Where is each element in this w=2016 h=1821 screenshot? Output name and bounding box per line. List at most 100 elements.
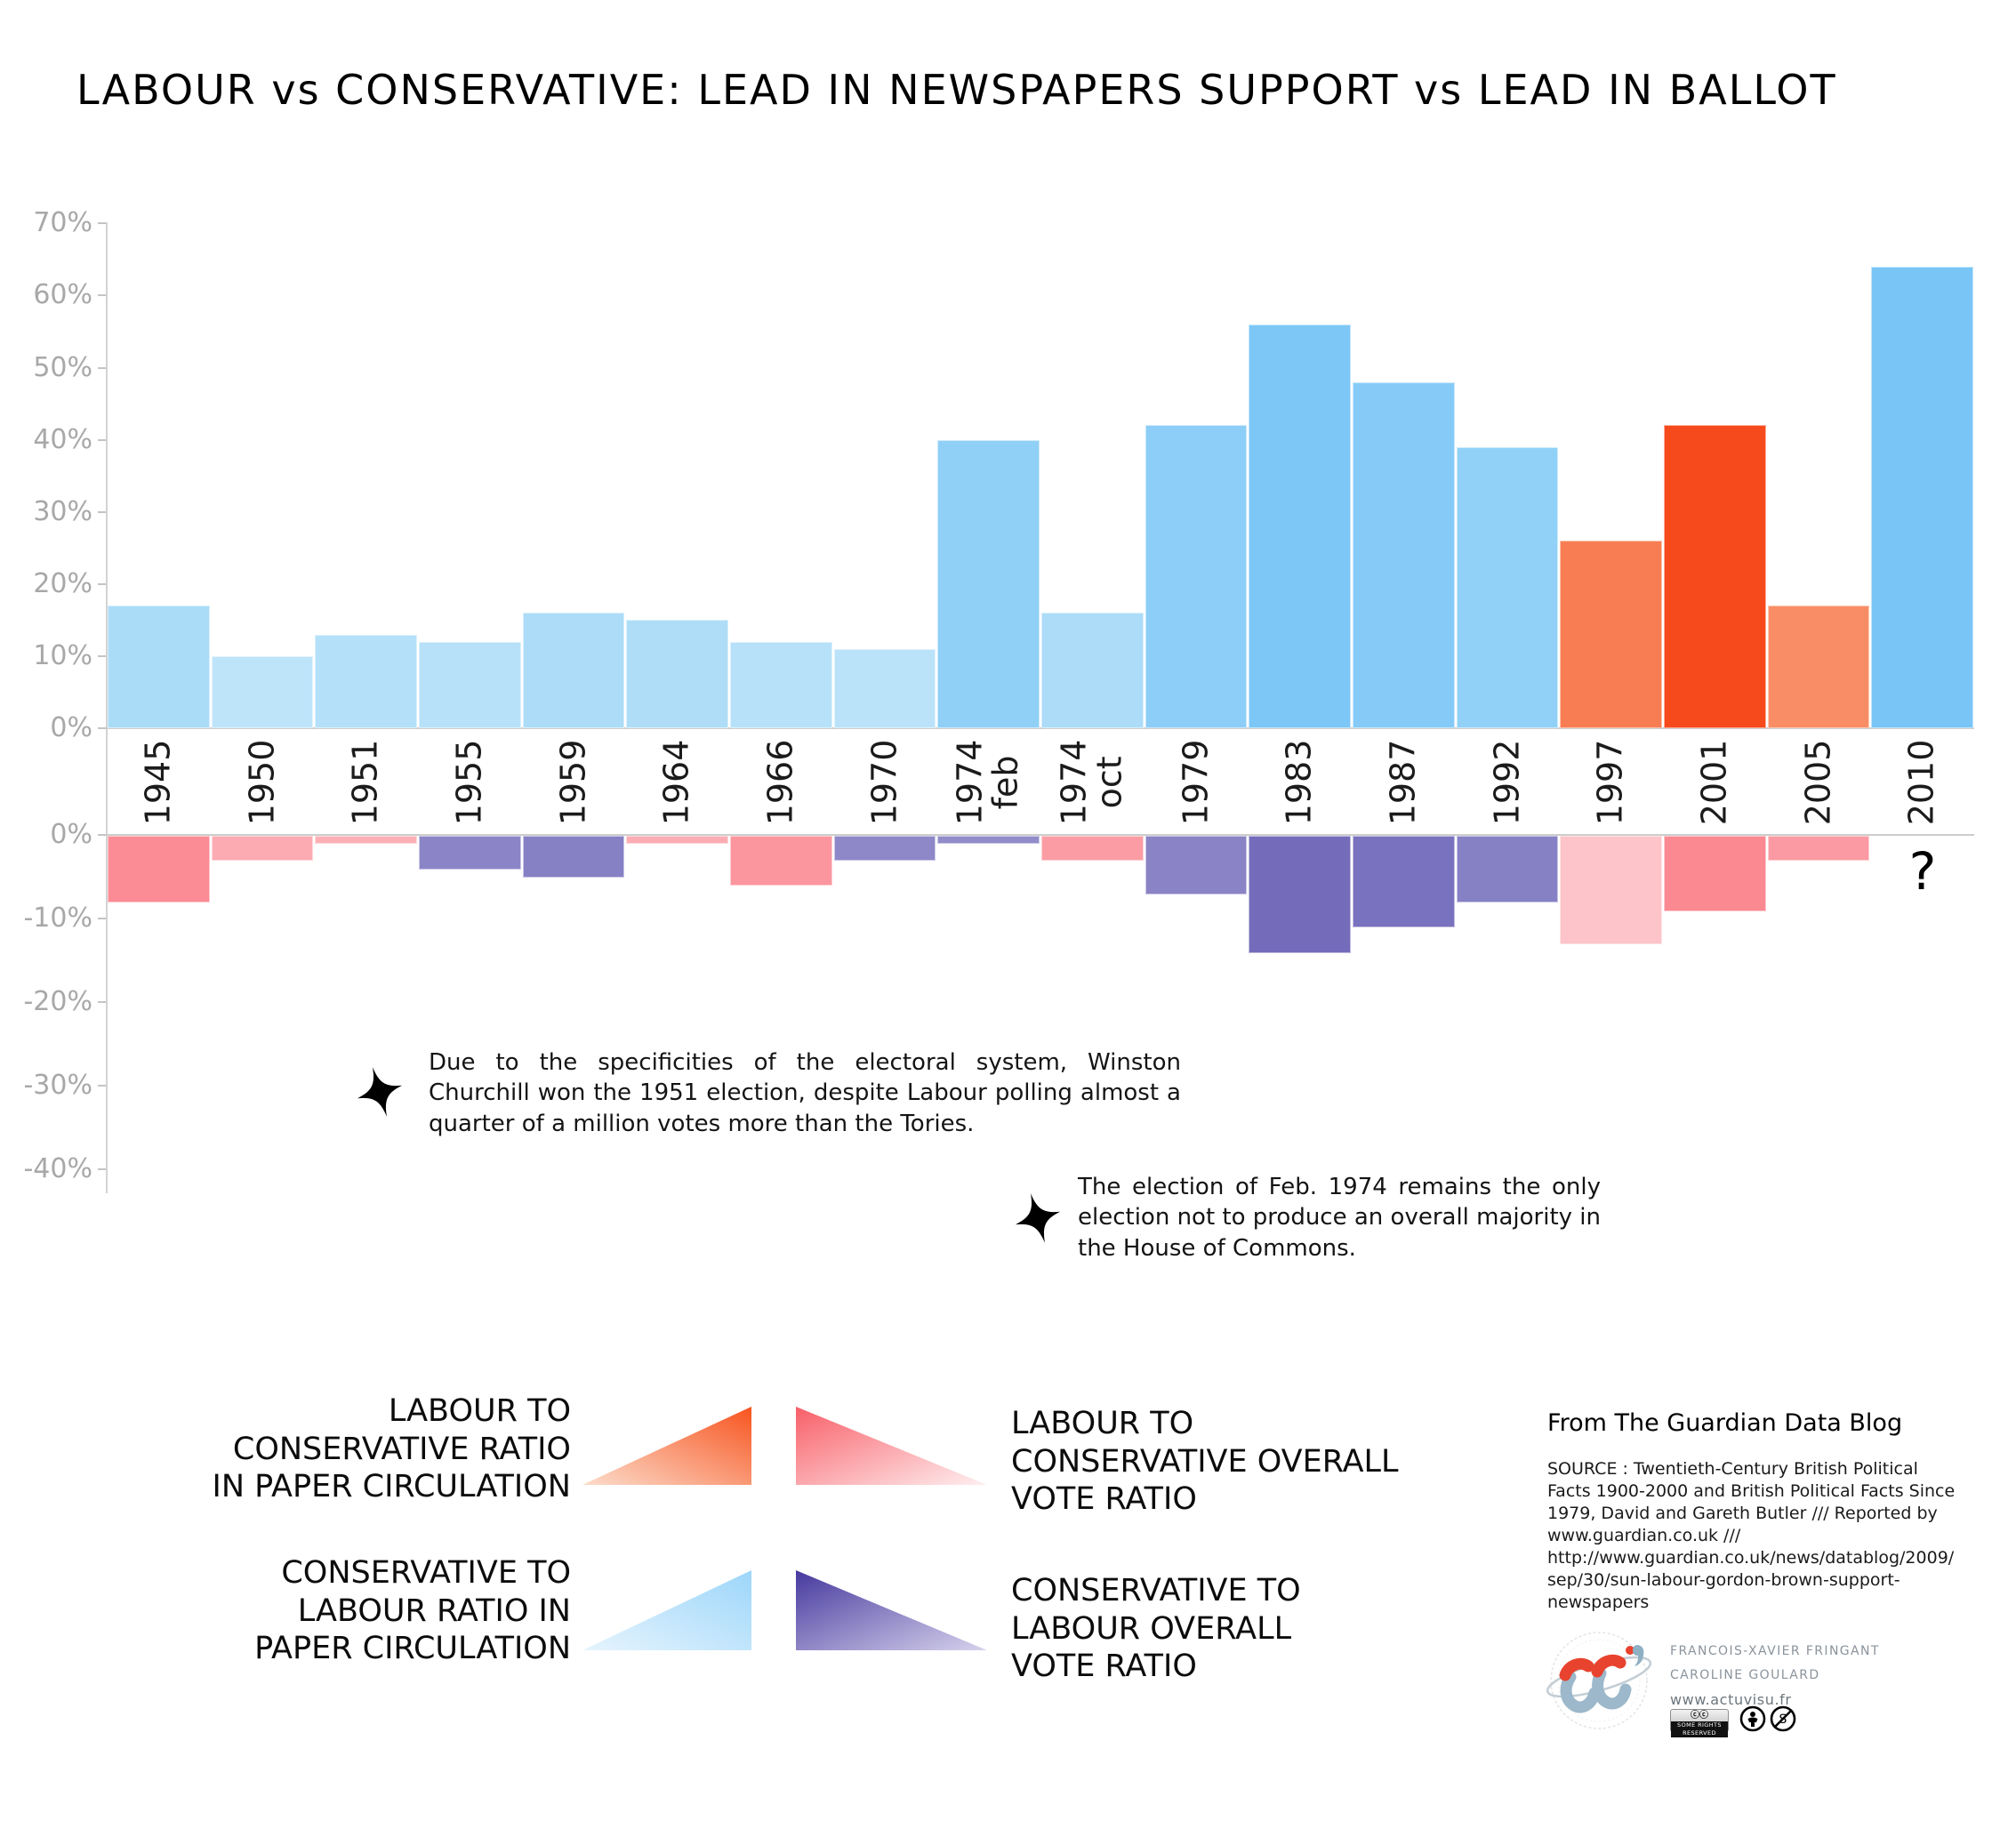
x-axis-label-1983: 1983 — [1247, 734, 1353, 830]
cc-nc-icon: S — [1770, 1705, 1796, 1732]
bar-vote-2001 — [1664, 836, 1766, 911]
x-axis-label-1974-oct: 1974 oct — [1039, 734, 1145, 830]
x-axis-label-1987: 1987 — [1350, 734, 1457, 830]
bar-vote-1983 — [1249, 836, 1351, 953]
top-zero-baseline — [106, 727, 1974, 729]
top-tick-label: 30% — [33, 495, 92, 527]
bottom-tick-label: -10% — [23, 902, 92, 934]
bar-papers-1987 — [1353, 381, 1455, 728]
top-tick-label: 50% — [33, 351, 92, 383]
x-axis-label-text: 2001 — [1694, 739, 1734, 826]
top-tick-label: 60% — [33, 279, 92, 311]
page-title: LABOUR vs CONSERVATIVE: LEAD IN NEWSPAPE… — [76, 66, 1837, 114]
x-axis-label-1997: 1997 — [1558, 734, 1665, 830]
top-tick-label: 20% — [33, 567, 92, 599]
x-axis-label-1974-feb: 1974 feb — [936, 734, 1042, 830]
credit-author-2: CAROLINE GOULARD — [1670, 1668, 1820, 1682]
x-axis-label-text: 1950 — [242, 739, 282, 826]
bottom-tick-mark — [98, 918, 106, 919]
legend-label-labour-vote: LABOUR TO CONSERVATIVE OVERALL VOTE RATI… — [1011, 1406, 1399, 1518]
attribution-source: SOURCE : Twentieth-Century British Polit… — [1547, 1459, 1956, 1613]
bar-vote-1955 — [419, 836, 521, 870]
bar-papers-1992 — [1456, 446, 1559, 728]
bar-papers-1966 — [730, 641, 832, 728]
top-tick-mark — [98, 438, 106, 441]
bar-papers-2010 — [1871, 266, 1973, 728]
bottom-tick-mark — [98, 1001, 106, 1003]
bar-papers-1974-feb — [937, 439, 1040, 728]
bar-vote-1959 — [522, 836, 625, 878]
x-axis-label-text: 1959 — [553, 739, 593, 826]
bar-papers-1979 — [1145, 425, 1248, 728]
credit-website: www.actuvisu.fr — [1670, 1691, 1792, 1708]
x-axis-label-2010: 2010 — [1869, 734, 1976, 830]
bar-vote-1945 — [108, 836, 210, 903]
bar-vote-1997 — [1560, 836, 1662, 945]
annotation-1951: Due to the specificities of the electora… — [429, 1049, 1181, 1137]
x-axis-label-text: 1970 — [864, 739, 904, 826]
bar-papers-1945 — [108, 606, 210, 728]
credit-author-1: FRANCOIS-XAVIER FRINGANT — [1670, 1644, 1880, 1658]
top-tick-mark — [98, 510, 106, 513]
x-axis-label-1970: 1970 — [831, 734, 938, 830]
legend-triangle-labour-papers — [582, 1407, 751, 1485]
legend-label-labour-papers: LABOUR TO CONSERVATIVE RATIO IN PAPER CI… — [212, 1393, 571, 1505]
x-axis-label-text: 1974 feb — [950, 739, 1025, 826]
x-axis-label-1966: 1966 — [727, 734, 834, 830]
legend-triangle-conservative-vote — [796, 1570, 987, 1650]
x-axis-label-1959: 1959 — [520, 734, 627, 830]
x-axis-label-text: 1997 — [1590, 739, 1630, 826]
actuvisu-logo — [1546, 1632, 1652, 1729]
x-axis-label-text: 1955 — [449, 739, 489, 826]
x-axis-label-2001: 2001 — [1661, 734, 1768, 830]
bottom-tick-label: 0% — [50, 819, 92, 850]
bar-papers-1970 — [833, 648, 936, 728]
credits-block: FRANCOIS-XAVIER FRINGANT CAROLINE GOULAR… — [1670, 1640, 1990, 1712]
bar-papers-1959 — [522, 613, 625, 728]
bar-vote-1964 — [626, 836, 728, 845]
legend-label-conservative-vote: CONSERVATIVE TO LABOUR OVERALL VOTE RATI… — [1011, 1573, 1301, 1685]
cc-badge-label: SOME RIGHTS RESERVED — [1671, 1721, 1728, 1737]
legend-triangle-conservative-papers — [582, 1570, 751, 1650]
bottom-tick-label: -30% — [23, 1070, 92, 1101]
x-axis-label-text: 1987 — [1383, 739, 1423, 826]
bar-vote-1951 — [315, 836, 417, 845]
top-tick-label: 40% — [33, 423, 92, 455]
x-axis-label-text: 2010 — [1901, 739, 1941, 826]
annotation-feb-1974: The election of Feb. 1974 remains the on… — [1078, 1174, 1602, 1262]
bottom-tick-mark — [98, 1168, 106, 1170]
bar-papers-2005 — [1767, 606, 1870, 728]
bar-vote-1979 — [1145, 836, 1248, 894]
top-tick-label: 70% — [33, 207, 92, 239]
top-tick-mark — [98, 582, 106, 585]
x-axis-label-text: 1951 — [345, 739, 385, 826]
legend-triangle-labour-vote — [796, 1407, 987, 1485]
x-axis-label-text: 1979 — [1176, 739, 1216, 826]
bar-papers-1983 — [1249, 324, 1351, 728]
x-axis-label-text: 1983 — [1279, 739, 1319, 826]
x-axis-label-1964: 1964 — [624, 734, 731, 830]
bar-vote-1974-feb — [937, 836, 1040, 845]
bottom-tick-label: -20% — [23, 986, 92, 1017]
x-axis-label-1951: 1951 — [313, 734, 420, 830]
bottom-tick-label: -40% — [23, 1153, 92, 1184]
bar-papers-1974-oct — [1041, 613, 1144, 728]
x-axis-label-text: 1992 — [1487, 739, 1527, 826]
cc-logo: ⓒⓒ — [1691, 1711, 1708, 1721]
top-tick-label: 10% — [33, 639, 92, 671]
bar-vote-1992 — [1456, 836, 1559, 903]
bottom-tick-mark — [98, 1085, 106, 1087]
bar-vote-1966 — [730, 836, 832, 886]
bar-papers-1950 — [211, 655, 314, 728]
bottom-tick-mark — [98, 834, 106, 836]
x-axis-label-1979: 1979 — [1143, 734, 1249, 830]
x-axis-label-text: 2005 — [1798, 739, 1838, 826]
top-tick-label: 0% — [50, 712, 92, 743]
x-axis-label-1992: 1992 — [1454, 734, 1561, 830]
x-axis-label-1955: 1955 — [416, 734, 523, 830]
bar-papers-1955 — [419, 641, 521, 728]
cc-license-badge: ⓒⓒ SOME RIGHTS RESERVED — [1670, 1709, 1729, 1737]
x-axis-label-text: 1966 — [760, 739, 800, 826]
star-icon — [357, 1067, 403, 1117]
x-axis-label-text: 1945 — [138, 739, 178, 826]
